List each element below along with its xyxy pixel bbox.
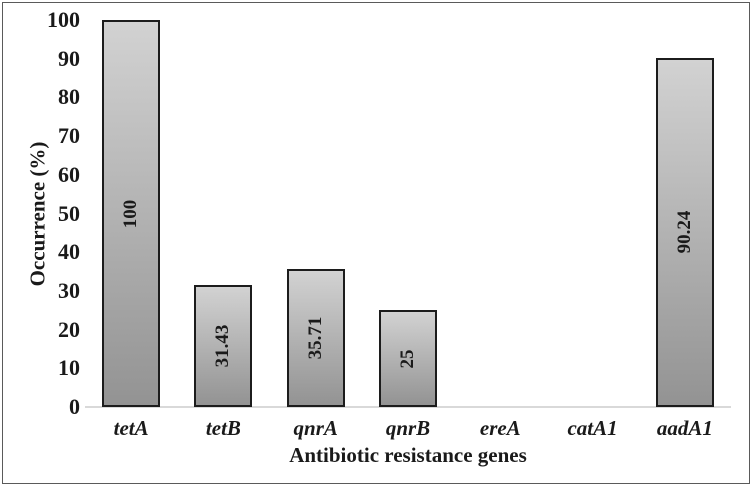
- x-category-label-aadA1: aadA1: [656, 416, 713, 440]
- x-axis-baseline: [85, 406, 731, 408]
- x-category-label-catA1: catA1: [567, 416, 618, 440]
- y-tick-label: 70: [58, 123, 80, 149]
- x-category-label-qnrA: qnrA: [293, 416, 338, 440]
- y-tick-label: 80: [58, 84, 80, 110]
- y-tick-label: 0: [69, 394, 80, 419]
- bar-value-label: 90.24: [673, 211, 695, 254]
- bar-tetA: 100: [102, 20, 161, 407]
- bar-value-label: 100: [120, 199, 142, 228]
- y-tick-label: 100: [47, 7, 80, 32]
- bar-value-label: 31.43: [212, 324, 234, 368]
- bar-qnrB: 25: [379, 310, 437, 407]
- bar-aadA1: 90.24: [655, 57, 714, 407]
- x-axis-title: Antibiotic resistance genes: [289, 443, 527, 467]
- bar-qnrA: 35.71: [286, 268, 345, 407]
- bar-value-label: 35.71: [304, 316, 326, 360]
- y-tick-label: 30: [58, 277, 80, 303]
- x-category-label-ereA: ereA: [479, 416, 521, 440]
- bar-tetB: 31.43: [194, 285, 253, 407]
- y-axis-title: Occurrence (%): [25, 141, 50, 287]
- x-category-label-qnrB: qnrB: [385, 416, 431, 440]
- y-tick-label: 60: [58, 161, 80, 187]
- x-category-label-tetB: tetB: [205, 416, 241, 440]
- bar-value-label: 25: [397, 349, 418, 369]
- x-category-label-tetA: tetA: [113, 416, 149, 440]
- y-tick-label: 10: [58, 355, 80, 381]
- y-tick-label: 20: [58, 316, 80, 342]
- y-tick-label: 40: [58, 239, 80, 265]
- y-tick-label: 50: [58, 200, 80, 226]
- y-tick-label: 90: [58, 45, 80, 71]
